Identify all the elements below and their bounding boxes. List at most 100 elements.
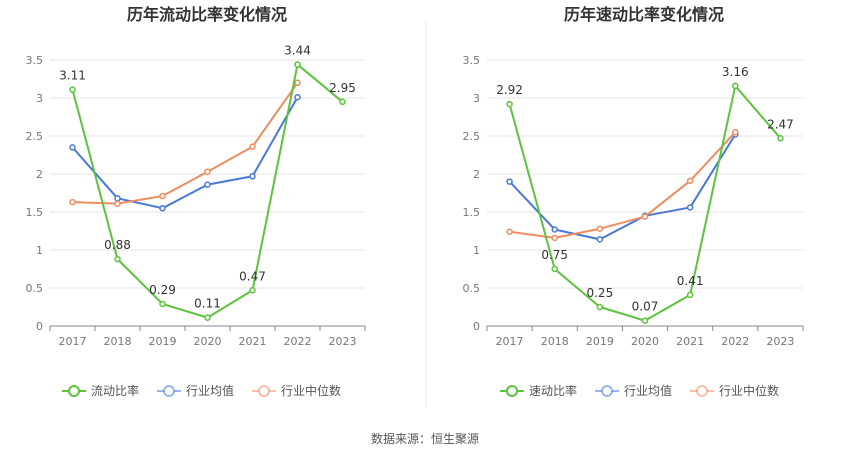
x-tick-label: 2018 (104, 335, 132, 348)
x-tick-label: 2023 (329, 335, 357, 348)
data-point (641, 213, 649, 220)
data-point (204, 181, 211, 188)
data-point (249, 287, 256, 294)
data-point (114, 200, 121, 207)
data-point (686, 177, 694, 185)
y-tick-label: 1 (36, 244, 43, 257)
data-label: 3.16 (722, 65, 749, 79)
y-tick-label: 1.5 (463, 206, 481, 219)
data-point (641, 317, 649, 324)
legend-swatch-marker (258, 385, 271, 397)
data-point (249, 143, 256, 150)
data-label: 2.95 (329, 81, 356, 95)
data-point (506, 228, 513, 236)
y-tick-label: 2.5 (463, 130, 481, 143)
legend-label: 行业均值 (624, 383, 672, 398)
legend-label: 流动比率 (91, 383, 139, 398)
data-point (732, 128, 739, 136)
data-point (506, 100, 513, 108)
legend-item: 流动比率 (62, 383, 139, 398)
data-label: 0.47 (239, 269, 266, 283)
data-point (204, 168, 211, 175)
legend-swatch-marker (601, 385, 614, 397)
y-tick-label: 0.5 (463, 282, 481, 295)
y-tick-label: 0 (473, 320, 480, 333)
legend-label: 行业中位数 (281, 383, 341, 398)
data-point (294, 79, 301, 87)
data-point (732, 82, 739, 90)
data-point (69, 86, 76, 93)
data-point (506, 178, 513, 185)
data-source-note: 数据来源：恒生聚源 (370, 432, 479, 446)
data-point (551, 234, 558, 242)
data-point (686, 291, 694, 299)
series-line (508, 84, 782, 322)
data-point (159, 300, 166, 308)
legend-label: 行业中位数 (719, 383, 779, 398)
data-point (294, 93, 301, 101)
chart-title: 历年流动比率变化情况 (127, 5, 287, 24)
x-tick-label: 2023 (766, 335, 794, 348)
legend-swatch-marker (696, 385, 709, 397)
data-label: 0.11 (194, 297, 221, 311)
data-point (596, 303, 604, 311)
data-point (294, 61, 301, 68)
x-tick-label: 2020 (631, 335, 659, 348)
legend-item: 行业中位数 (690, 383, 779, 398)
data-label: 0.41 (677, 274, 704, 288)
x-tick-label: 2022 (721, 335, 749, 348)
y-tick-label: 2 (473, 168, 480, 181)
data-point (686, 204, 694, 211)
y-tick-label: 0.5 (26, 282, 44, 295)
y-tick-label: 3.5 (463, 54, 481, 67)
y-tick-label: 2.5 (26, 130, 44, 143)
y-tick-label: 1.5 (26, 206, 44, 219)
y-tick-label: 3 (36, 92, 43, 105)
y-tick-label: 3 (473, 92, 480, 105)
legend-swatch-marker (506, 385, 518, 397)
y-tick-label: 1 (473, 244, 480, 257)
data-point (596, 225, 604, 232)
x-tick-label: 2019 (149, 335, 177, 348)
data-point (596, 236, 604, 243)
data-point (204, 314, 211, 321)
data-label: 3.44 (284, 44, 311, 58)
legend-swatch-marker (68, 385, 80, 397)
legend-item: 速动比率 (500, 383, 577, 398)
data-point (249, 173, 256, 180)
legend-item: 行业均值 (595, 383, 672, 398)
series-line (508, 133, 737, 241)
data-point (159, 204, 166, 212)
legend-swatch-marker (163, 385, 176, 397)
legend-item: 行业中位数 (252, 383, 341, 398)
y-tick-label: 3.5 (26, 54, 44, 67)
data-label: 3.11 (59, 69, 86, 83)
data-label: 2.47 (767, 117, 794, 131)
x-tick-label: 2018 (541, 335, 569, 348)
chart-panel-2: 历年速动比率变化情况 0 0.5 1 1.5 2 2.5 3 3.5 2017 2018 2019 20… (463, 5, 804, 398)
y-tick-label: 2 (36, 168, 43, 181)
data-point (114, 195, 121, 202)
data-label: 2.92 (496, 83, 523, 97)
data-label: 0.07 (632, 300, 659, 314)
x-tick-label: 2022 (284, 335, 312, 348)
series-line (72, 82, 299, 205)
legend-label: 行业均值 (186, 383, 234, 398)
series-line (509, 131, 737, 239)
data-point (159, 192, 166, 200)
y-tick-label: 0 (36, 320, 43, 333)
x-tick-label: 2017 (59, 335, 87, 348)
data-point (551, 226, 558, 233)
legend-item: 行业均值 (157, 383, 234, 398)
x-tick-label: 2020 (194, 335, 222, 348)
data-point (551, 265, 558, 273)
data-point (69, 198, 76, 206)
x-tick-label: 2017 (496, 335, 524, 348)
data-point (777, 135, 784, 142)
data-label: 0.25 (586, 286, 613, 300)
chart-title: 历年速动比率变化情况 (564, 5, 724, 24)
x-tick-label: 2019 (586, 335, 614, 348)
data-point (114, 255, 121, 263)
data-label: 0.29 (149, 283, 176, 297)
